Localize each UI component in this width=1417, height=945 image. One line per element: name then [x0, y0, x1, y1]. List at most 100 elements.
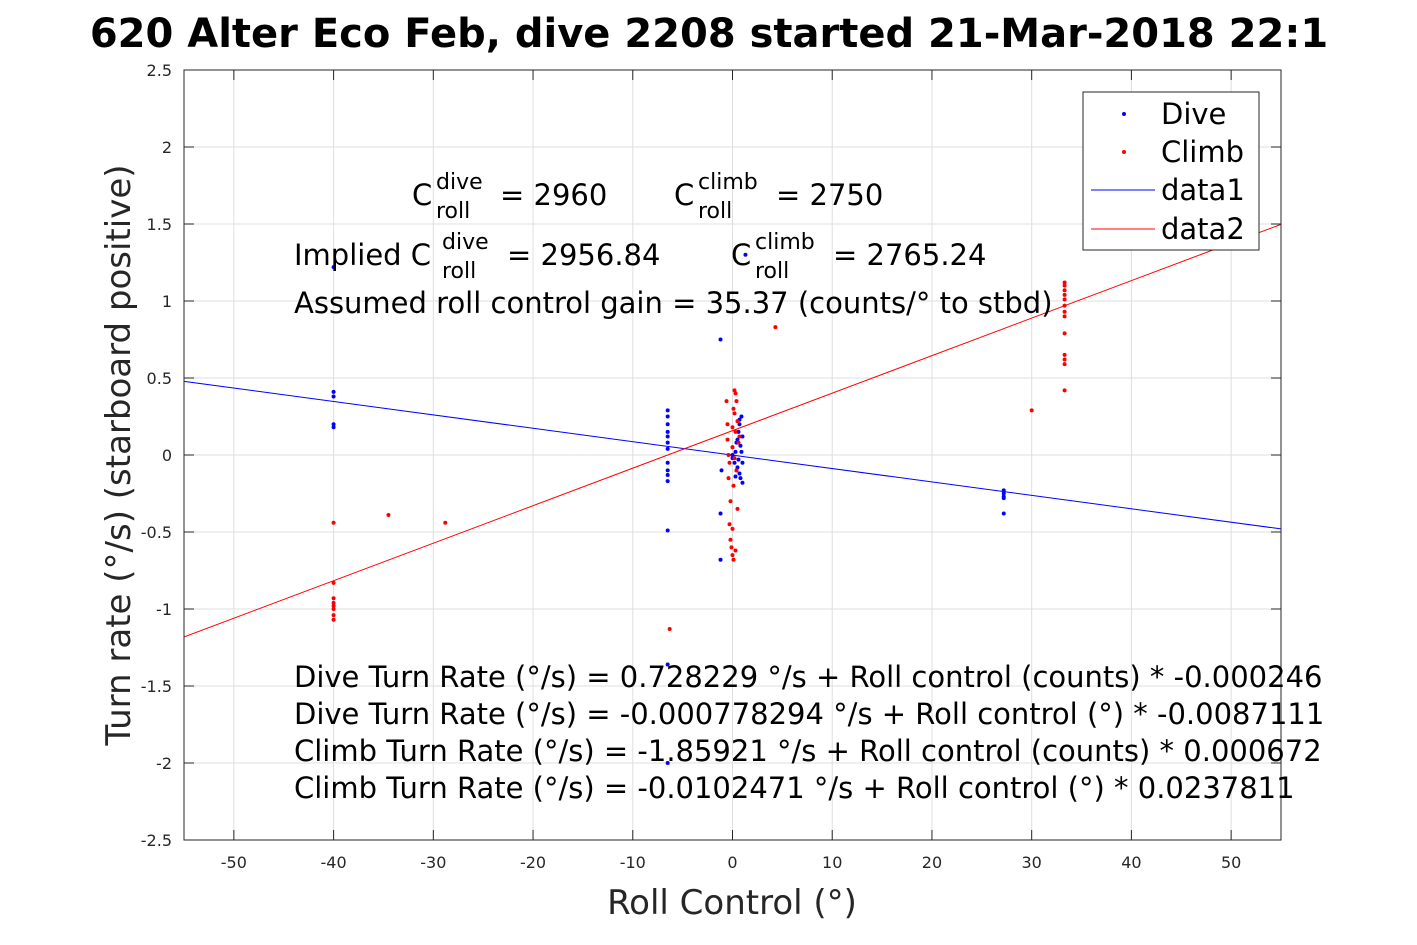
point-dive	[665, 414, 670, 419]
point-climb	[1062, 292, 1067, 297]
point-dive	[1001, 511, 1006, 516]
point-climb	[730, 445, 735, 450]
point-climb	[725, 422, 730, 427]
legend-data1-label: data1	[1161, 173, 1245, 207]
c-roll-climb-sup: climb	[698, 170, 758, 195]
legend: Dive Climb data1 data2	[1082, 91, 1260, 251]
ticks: -50 -40 -30 -20 -10 0 10 20 30 40 50-2.5-2-1.5-1-0…	[141, 61, 1281, 872]
point-climb	[734, 468, 739, 473]
point-dive	[665, 440, 670, 445]
point-climb	[1062, 283, 1067, 288]
x-tick-label: 40	[1121, 853, 1141, 872]
point-climb	[731, 406, 736, 411]
point-climb	[1062, 331, 1067, 336]
annotation-gain: Assumed roll control gain = 35.37 (count…	[294, 286, 1053, 320]
point-dive	[665, 422, 670, 427]
point-climb	[1062, 388, 1067, 393]
annotation-implied-dive: Implied C dive roll = 2956.84	[294, 230, 660, 284]
point-climb	[731, 483, 736, 488]
x-tick-label: -10	[620, 853, 646, 872]
implied-climb-prefix: C	[731, 238, 751, 272]
point-climb	[727, 460, 732, 465]
c-roll-dive-prefix: C	[412, 178, 432, 212]
implied-dive-prefix: Implied C	[294, 238, 431, 272]
point-climb	[735, 506, 740, 511]
point-dive	[665, 429, 670, 434]
point-climb	[1062, 362, 1067, 367]
y-tick-label: -0.5	[141, 523, 172, 542]
point-dive	[739, 449, 744, 454]
point-climb	[731, 557, 736, 562]
x-tick-label: -30	[420, 853, 446, 872]
x-tick-label: -40	[321, 853, 347, 872]
point-dive	[1001, 491, 1006, 496]
point-climb	[331, 603, 336, 608]
point-dive	[719, 468, 724, 473]
fit-line-data2	[183, 223, 1282, 638]
c-roll-dive-sup: dive	[436, 170, 483, 195]
x-tick-label: 30	[1022, 853, 1042, 872]
point-dive	[740, 434, 745, 439]
point-dive	[331, 422, 336, 427]
point-climb	[726, 476, 731, 481]
y-tick-label: -2.5	[141, 831, 172, 850]
point-climb	[732, 456, 737, 461]
legend-climb-marker	[1122, 150, 1126, 154]
point-climb	[724, 399, 729, 404]
point-dive	[331, 425, 336, 430]
point-dive	[740, 480, 745, 485]
point-dive	[665, 434, 670, 439]
point-dive	[665, 479, 670, 484]
annotation-climb-deg: Climb Turn Rate (°/s) = -0.0102471 °/s +…	[294, 771, 1295, 805]
legend-data2-label: data2	[1161, 212, 1245, 246]
point-climb	[1062, 314, 1067, 319]
implied-dive-sub: roll	[442, 259, 476, 284]
c-roll-climb-sub: roll	[698, 199, 732, 224]
point-dive	[665, 408, 670, 413]
point-dive	[730, 453, 735, 457]
point-climb	[733, 548, 738, 553]
point-climb	[733, 429, 738, 434]
point-dive	[738, 443, 743, 448]
point-climb	[730, 425, 735, 430]
point-dive	[331, 265, 336, 270]
y-tick-label: 0	[162, 446, 172, 465]
point-dive	[665, 460, 670, 465]
c-roll-climb-prefix: C	[674, 178, 694, 212]
y-axis-title: Turn rate (°/s) (starboard positive)	[99, 164, 139, 746]
point-dive	[736, 457, 741, 462]
point-climb	[728, 537, 733, 542]
point-climb	[727, 522, 732, 527]
x-tick-label: 20	[922, 853, 942, 872]
annotation-dive-deg: Dive Turn Rate (°/s) = -0.000778294 °/s …	[294, 697, 1324, 731]
point-climb	[1062, 309, 1067, 314]
point-dive	[331, 394, 336, 399]
legend-dive-label: Dive	[1161, 97, 1226, 131]
implied-climb-value: = 2765.24	[833, 238, 986, 272]
implied-climb-sup: climb	[755, 230, 815, 255]
point-climb	[331, 600, 336, 605]
point-climb	[331, 520, 336, 525]
point-dive	[665, 528, 670, 533]
y-tick-label: 2	[162, 138, 172, 157]
point-dive	[737, 422, 742, 427]
point-dive	[718, 511, 723, 516]
point-climb	[1029, 408, 1034, 413]
point-climb	[730, 553, 735, 558]
point-climb	[728, 499, 733, 504]
y-tick-label: -2	[156, 754, 172, 773]
point-climb	[737, 434, 742, 439]
chart-title: 620 Alter Eco Feb, dive 2208 started 21-…	[90, 11, 1328, 57]
point-climb	[331, 613, 336, 618]
point-dive	[665, 446, 670, 451]
point-dive	[665, 468, 670, 473]
point-dive	[331, 389, 336, 394]
point-dive	[735, 465, 740, 470]
point-dive	[665, 761, 670, 765]
point-climb	[1062, 352, 1067, 357]
point-climb	[729, 545, 734, 550]
point-climb	[736, 440, 741, 445]
point-climb	[732, 388, 737, 393]
annotation-climb-counts: Climb Turn Rate (°/s) = -1.85921 °/s + R…	[294, 734, 1322, 768]
